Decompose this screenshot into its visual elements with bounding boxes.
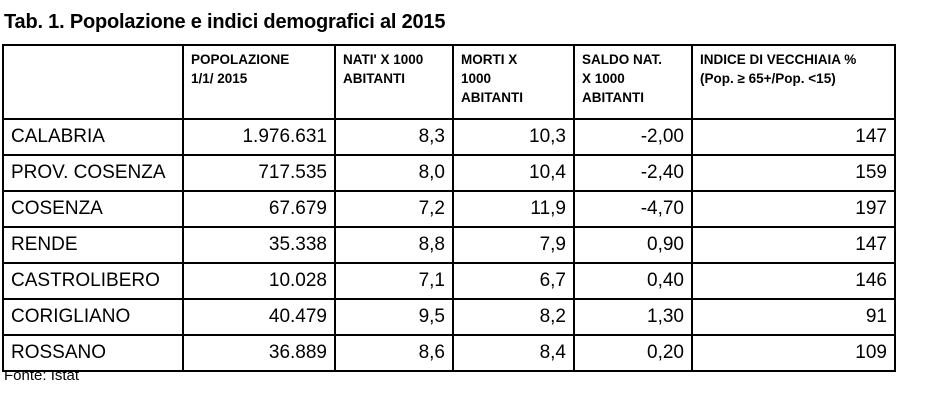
cell-saldo: -4,70 [573, 190, 693, 228]
table-row: PROV. COSENZA 717.535 8,0 10,4 -2,40 159 [2, 154, 896, 192]
cell-nati: 8,0 [334, 154, 454, 192]
row-name: PROV. COSENZA [2, 154, 184, 192]
header-popolazione: POPOLAZIONE 1/1/ 2015 [182, 44, 336, 120]
cell-popolazione: 36.889 [182, 334, 336, 372]
row-name: CALABRIA [2, 118, 184, 156]
table-row: CALABRIA 1.976.631 8,3 10,3 -2,00 147 [2, 118, 896, 156]
cell-saldo: 0,20 [573, 334, 693, 372]
cell-indice: 147 [691, 118, 896, 156]
cell-popolazione: 35.338 [182, 226, 336, 264]
header-row: POPOLAZIONE 1/1/ 2015 NATI' X 1000 ABITANT… [2, 44, 896, 120]
cell-popolazione: 1.976.631 [182, 118, 336, 156]
cell-popolazione: 67.679 [182, 190, 336, 228]
cell-indice: 159 [691, 154, 896, 192]
header-indice-vecchiaia: INDICE DI VECCHIAIA % (Pop. ≥ 65+/Pop. <1… [691, 44, 896, 120]
cell-popolazione: 40.479 [182, 298, 336, 336]
cell-saldo: 1,30 [573, 298, 693, 336]
cell-indice: 109 [691, 334, 896, 372]
cell-saldo: 0,90 [573, 226, 693, 264]
row-name: COSENZA [2, 190, 184, 228]
cell-nati: 8,6 [334, 334, 454, 372]
header-nati: NATI' X 1000 ABITANTI [334, 44, 454, 120]
cell-nati: 7,2 [334, 190, 454, 228]
cell-nati: 8,8 [334, 226, 454, 264]
cell-morti: 6,7 [452, 262, 575, 300]
cell-popolazione: 10.028 [182, 262, 336, 300]
cell-indice: 146 [691, 262, 896, 300]
cell-saldo: -2,40 [573, 154, 693, 192]
table-row: CASTROLIBERO 10.028 7,1 6,7 0,40 146 [2, 262, 896, 300]
cell-popolazione: 717.535 [182, 154, 336, 192]
header-empty [2, 44, 184, 120]
cell-saldo: 0,40 [573, 262, 693, 300]
table-row: ROSSANO 36.889 8,6 8,4 0,20 109 [2, 334, 896, 372]
cell-indice: 197 [691, 190, 896, 228]
cell-morti: 10,4 [452, 154, 575, 192]
cell-nati: 8,3 [334, 118, 454, 156]
cell-nati: 9,5 [334, 298, 454, 336]
cell-saldo: -2,00 [573, 118, 693, 156]
cell-morti: 8,4 [452, 334, 575, 372]
row-name: RENDE [2, 226, 184, 264]
cell-morti: 11,9 [452, 190, 575, 228]
header-morti: MORTI X 1000 ABITANTI [452, 44, 575, 120]
table-title: Tab. 1. Popolazione e indici demografici… [4, 11, 446, 33]
header-saldo: SALDO NAT. X 1000 ABITANTI [573, 44, 693, 120]
row-name: CASTROLIBERO [2, 262, 184, 300]
cell-morti: 7,9 [452, 226, 575, 264]
demographics-table: POPOLAZIONE 1/1/ 2015 NATI' X 1000 ABITANT… [2, 44, 896, 372]
cell-indice: 91 [691, 298, 896, 336]
table-row: CORIGLIANO 40.479 9,5 8,2 1,30 91 [2, 298, 896, 336]
row-name: CORIGLIANO [2, 298, 184, 336]
table-row: RENDE 35.338 8,8 7,9 0,90 147 [2, 226, 896, 264]
cell-indice: 147 [691, 226, 896, 264]
row-name: ROSSANO [2, 334, 184, 372]
cell-morti: 8,2 [452, 298, 575, 336]
cell-nati: 7,1 [334, 262, 454, 300]
table-row: COSENZA 67.679 7,2 11,9 -4,70 197 [2, 190, 896, 228]
cell-morti: 10,3 [452, 118, 575, 156]
source-note: Fonte: Istat [4, 367, 80, 384]
